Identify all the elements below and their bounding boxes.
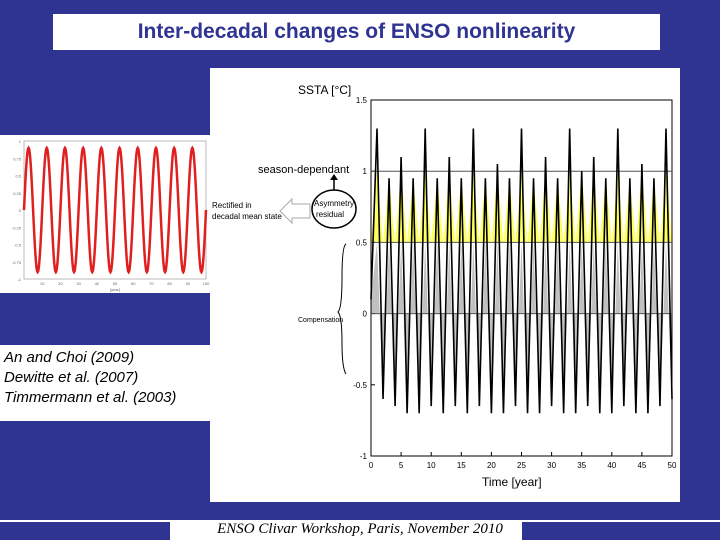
inset-xtick-label: 30: [76, 281, 81, 286]
main-ytick-label: 1: [363, 167, 368, 176]
asymmetry-ellipse: [311, 189, 357, 229]
inset-chart-panel: 1 0.75 0.5 0.25 0 -0.25 -0.5 -0.75 -1 10 20 30 40 50 6…: [0, 135, 210, 293]
reference-1: An and Choi (2009): [4, 349, 135, 366]
inset-ytick-label: 0: [19, 208, 22, 213]
rectified-arrow: [279, 197, 311, 225]
main-xtick-label: 15: [457, 461, 466, 470]
main-xtick-label: 35: [577, 461, 586, 470]
main-xtick-label: 10: [427, 461, 436, 470]
inset-xtick-label: 80: [167, 281, 172, 286]
slide-title: Inter-decadal changes of ENSO nonlineari…: [137, 20, 576, 43]
inset-sine-line: [22, 145, 208, 275]
references-background: [0, 345, 214, 421]
footer-text: ENSO Clivar Workshop, Paris, November 20…: [217, 521, 503, 537]
main-xtick-label: 0: [369, 461, 374, 470]
footer-rule: [0, 520, 720, 522]
footer-background: [170, 522, 522, 540]
references: An and Choi (2009) Dewitte et al. (2007)…: [4, 348, 176, 408]
inset-xlabel: [year]: [110, 287, 120, 292]
asymmetry-label-1: Asymmetry: [314, 199, 354, 208]
inset-xtick-label: 100: [203, 281, 210, 286]
main-gray-fill: [371, 242, 672, 414]
main-series-line: [370, 128, 673, 414]
main-ytick-label: -0.5: [353, 381, 367, 390]
main-chart-panel: SSTA [°C] Time [year] -1 -0.5 0 0.5 1 1.5 0 5 10…: [210, 68, 680, 502]
main-xtick-label: 40: [607, 461, 616, 470]
compensation-brace: [337, 243, 347, 375]
asymmetry-label-2: residual: [316, 210, 344, 219]
inset-ytick-label: 0.5: [15, 174, 21, 179]
main-xtick-label: 25: [517, 461, 526, 470]
inset-ytick-label: 1: [19, 139, 22, 144]
compensation-label: Compensation: [298, 317, 343, 324]
inset-xtick-label: 50: [113, 281, 118, 286]
main-ytick-label: 0.5: [356, 238, 368, 247]
main-fill-layer: [371, 171, 672, 414]
season-dependant-label: season-dependant: [258, 164, 349, 176]
inset-xtick-label: 40: [95, 281, 100, 286]
main-ytick-label: 1.5: [356, 96, 368, 105]
inset-xtick-label: 70: [149, 281, 154, 286]
main-xtick-label: 20: [487, 461, 496, 470]
inset-ytick-label: -1: [17, 277, 21, 282]
inset-chart: 1 0.75 0.5 0.25 0 -0.25 -0.5 -0.75 -1 10 20 30 40 50 6…: [12, 139, 210, 292]
inset-xtick-label: 10: [40, 281, 45, 286]
main-xtick-label: 30: [547, 461, 556, 470]
main-chart: SSTA [°C] Time [year] -1 -0.5 0 0.5 1 1.5 0 5 10…: [212, 83, 677, 489]
inset-ytick-label: -0.25: [12, 225, 22, 230]
main-ytick-label: 0: [363, 310, 368, 319]
main-xlabel: Time [year]: [482, 475, 542, 489]
inset-ytick-label: 0.25: [13, 191, 22, 196]
reference-3: Timmermann et al. (2003): [4, 389, 177, 406]
inset-xtick-label: 60: [131, 281, 136, 286]
main-xtick-label: 45: [637, 461, 646, 470]
inset-ytick-label: -0.75: [12, 260, 22, 265]
main-ylabel: SSTA [°C]: [298, 83, 351, 97]
rectified-label-2: decadal mean state: [212, 212, 282, 221]
inset-ytick-label: 0.75: [13, 156, 22, 161]
main-line-layer: [370, 128, 673, 414]
main-xtick-label: 50: [668, 461, 677, 470]
inset-xtick-label: 20: [58, 281, 63, 286]
main-xtick-label: 5: [399, 461, 404, 470]
inset-xtick-label: 90: [186, 281, 191, 286]
main-yellow-fill: [371, 171, 672, 243]
reference-2: Dewitte et al. (2007): [4, 369, 139, 386]
rectified-label-1: Rectified in: [212, 201, 252, 210]
asymmetry-arrowhead: [330, 174, 338, 180]
inset-ytick-label: -0.5: [14, 243, 22, 248]
title-box: Inter-decadal changes of ENSO nonlineari…: [53, 14, 660, 50]
main-ytick-label: -1: [360, 452, 368, 461]
